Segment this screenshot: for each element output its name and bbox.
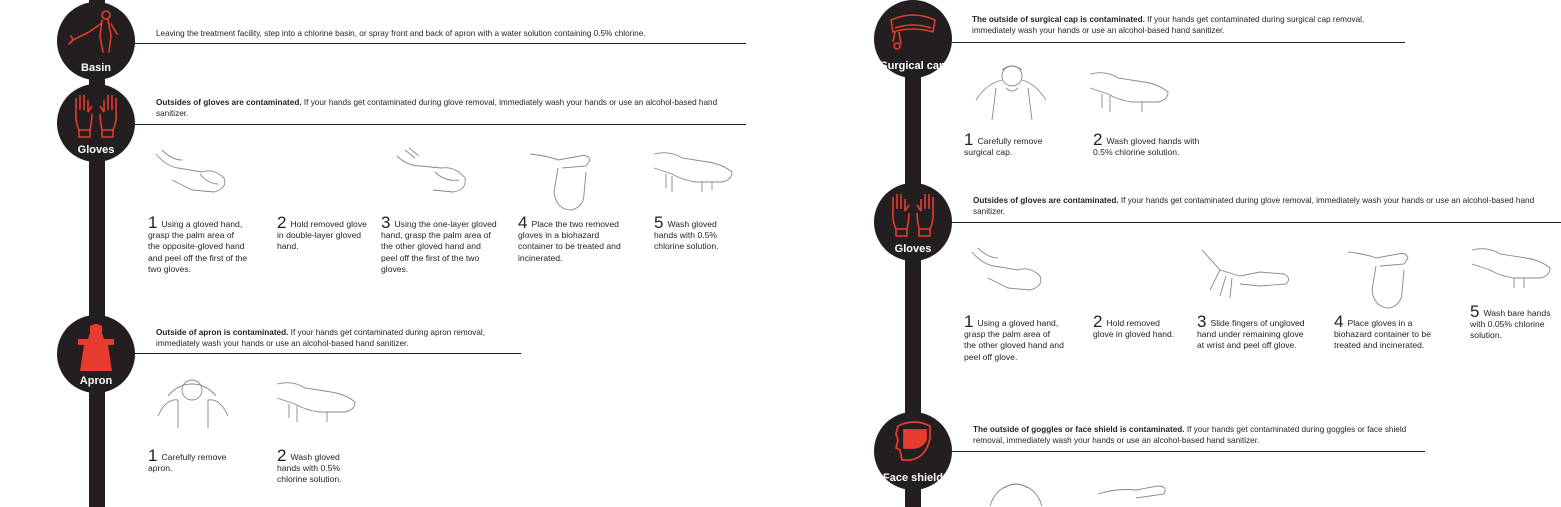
gloves-warning: Outsides of gloves are contaminated. If … — [156, 97, 746, 119]
apron-icon — [78, 324, 114, 371]
step-number: 5 — [1470, 302, 1480, 321]
gloves-warning-bold-right: Outsides of gloves are contaminated. — [973, 196, 1119, 205]
step-number: 3 — [381, 213, 391, 232]
step-number: 1 — [148, 213, 158, 232]
glove-step-1-illustration — [152, 148, 234, 196]
step-text: Wash gloved hands with 0.5% chlorine sol… — [1093, 136, 1200, 158]
apron-step-1-illustration — [148, 376, 238, 432]
gloves-warning-text: If your hands get contaminated during gl… — [156, 98, 718, 118]
gloves-warning-text-right: If your hands get contaminated during gl… — [973, 196, 1535, 216]
glove-step-4-illustration — [528, 148, 600, 216]
step-number: 2 — [277, 446, 287, 465]
step-number: 5 — [654, 213, 664, 232]
face-shield-step-2-illustration — [1096, 482, 1176, 507]
face-shield-warning-bold: The outside of goggles or face shield is… — [973, 425, 1185, 434]
step-text: Carefully remove apron. — [148, 452, 227, 474]
apron-warning: Outside of apron is contaminated. If you… — [156, 327, 526, 349]
step-text: Wash gloved hands with 0.5% chlorine sol… — [277, 452, 342, 485]
face-shield-badge: Face shield — [874, 412, 952, 490]
glove-step-5-illustration — [652, 148, 736, 196]
basin-divider — [130, 43, 746, 44]
right-glove-step-1: 1 Using a gloved hand, grasp the palm are… — [964, 312, 1064, 363]
step-text: Place the two removed gloves in a biohaz… — [518, 219, 621, 263]
gloves-label: Gloves — [77, 144, 115, 156]
right-glove-step-1-illustration — [968, 246, 1050, 294]
left-glove-step-2: 2 Hold removed glove in double-layer glov… — [277, 213, 371, 253]
gloves-icon — [892, 194, 934, 237]
step-text: Slide fingers of ungloved hand under rem… — [1197, 318, 1305, 351]
cap-step-2: 2 Wash gloved hands with 0.5% chlorine so… — [1093, 130, 1221, 158]
gloves-badge-right: Gloves — [874, 183, 952, 261]
step-text: Wash bare hands with 0.05% chlorine solu… — [1470, 308, 1551, 341]
left-glove-step-3: 3 Using the one-layer gloved hand, grasp … — [381, 213, 497, 275]
gloves-warning-bold: Outsides of gloves are contaminated. — [156, 98, 302, 107]
person-spraying-icon — [68, 10, 118, 53]
surgical-cap-label: Surgical cap — [880, 60, 946, 72]
right-timeline-bar — [905, 60, 921, 507]
step-text: Wash gloved hands with 0.5% chlorine sol… — [654, 219, 719, 252]
step-number: 2 — [277, 213, 287, 232]
face-shield-warning: The outside of goggles or face shield is… — [973, 424, 1423, 446]
right-glove-step-4-illustration — [1346, 246, 1418, 314]
left-glove-step-5: 5 Wash gloved hands with 0.5% chlorine so… — [654, 213, 734, 253]
step-number: 4 — [1334, 312, 1344, 331]
surgical-cap-warning-bold: The outside of surgical cap is contamina… — [972, 15, 1145, 24]
apron-warning-bold: Outside of apron is contaminated. — [156, 328, 289, 337]
face-shield-step-1-illustration — [976, 478, 1056, 507]
apron-badge: Apron — [57, 315, 135, 393]
cap-step-1-illustration — [966, 60, 1056, 124]
step-number: 2 — [1093, 312, 1103, 331]
step-number: 1 — [148, 446, 158, 465]
surgical-cap-icon — [890, 14, 936, 50]
step-text: Carefully remove surgical cap. — [964, 136, 1043, 158]
apron-warning-text: If your hands get contaminated during ap… — [156, 328, 486, 348]
step-text: Using the one-layer gloved hand, grasp t… — [381, 219, 497, 274]
left-glove-step-4: 4 Place the two removed gloves in a bioha… — [518, 213, 632, 264]
basin-badge: Basin — [57, 2, 135, 80]
right-glove-step-2: 2 Hold removed glove in gloved hand. — [1093, 312, 1179, 340]
step-text: Place gloves in a biohazard container to… — [1334, 318, 1431, 351]
face-shield-divider — [952, 451, 1425, 452]
face-shield-label: Face shield — [883, 472, 943, 484]
gloves-label-right: Gloves — [894, 243, 932, 255]
step-number: 3 — [1197, 312, 1207, 331]
surgical-cap-badge: Surgical cap — [874, 0, 952, 78]
right-glove-step-5: 5 Wash bare hands with 0.05% chlorine sol… — [1470, 302, 1558, 342]
step-number: 4 — [518, 213, 528, 232]
basin-label: Basin — [81, 62, 111, 74]
face-shield-icon — [895, 421, 931, 461]
step-text: Hold removed glove in gloved hand. — [1093, 318, 1175, 340]
step-text: Using a gloved hand, grasp the palm area… — [964, 318, 1064, 362]
gloves-icon — [75, 95, 117, 138]
glove-step-3-illustration — [395, 148, 477, 196]
gloves-divider-right — [952, 222, 1561, 223]
step-number: 1 — [964, 130, 974, 149]
gloves-badge: Gloves — [57, 84, 135, 162]
face-shield-warning-text: If your hands get contaminated during go… — [973, 425, 1407, 445]
step-text: Hold removed glove in double-layer glove… — [277, 219, 367, 252]
apron-step-2: 2 Wash gloved hands with 0.5% chlorine so… — [277, 446, 359, 486]
apron-step-2-illustration — [275, 378, 359, 426]
step-text: Using a gloved hand, grasp the palm area… — [148, 219, 248, 274]
apron-step-1: 1 Carefully remove apron. — [148, 446, 248, 474]
right-glove-step-5-illustration — [1470, 244, 1554, 292]
gloves-warning-right: Outsides of gloves are contaminated. If … — [973, 195, 1558, 217]
step-number: 1 — [964, 312, 974, 331]
right-glove-step-4: 4 Place gloves in a biohazard container t… — [1334, 312, 1438, 352]
apron-label: Apron — [79, 375, 113, 387]
gloves-divider — [130, 124, 746, 125]
left-glove-step-1: 1 Using a gloved hand, grasp the palm are… — [148, 213, 248, 275]
step-number: 2 — [1093, 130, 1103, 149]
right-glove-step-3: 3 Slide fingers of ungloved hand under re… — [1197, 312, 1307, 352]
right-glove-step-3-illustration — [1200, 246, 1296, 300]
surgical-cap-warning-text: If your hands get contaminated during su… — [972, 15, 1365, 35]
surgical-cap-warning: The outside of surgical cap is contamina… — [972, 14, 1392, 36]
cap-step-2-illustration — [1088, 68, 1172, 116]
basin-instruction: Leaving the treatment facility, step int… — [156, 29, 646, 38]
cap-step-1: 1 Carefully remove surgical cap. — [964, 130, 1064, 158]
apron-divider — [130, 353, 521, 354]
surgical-cap-divider — [952, 42, 1405, 43]
